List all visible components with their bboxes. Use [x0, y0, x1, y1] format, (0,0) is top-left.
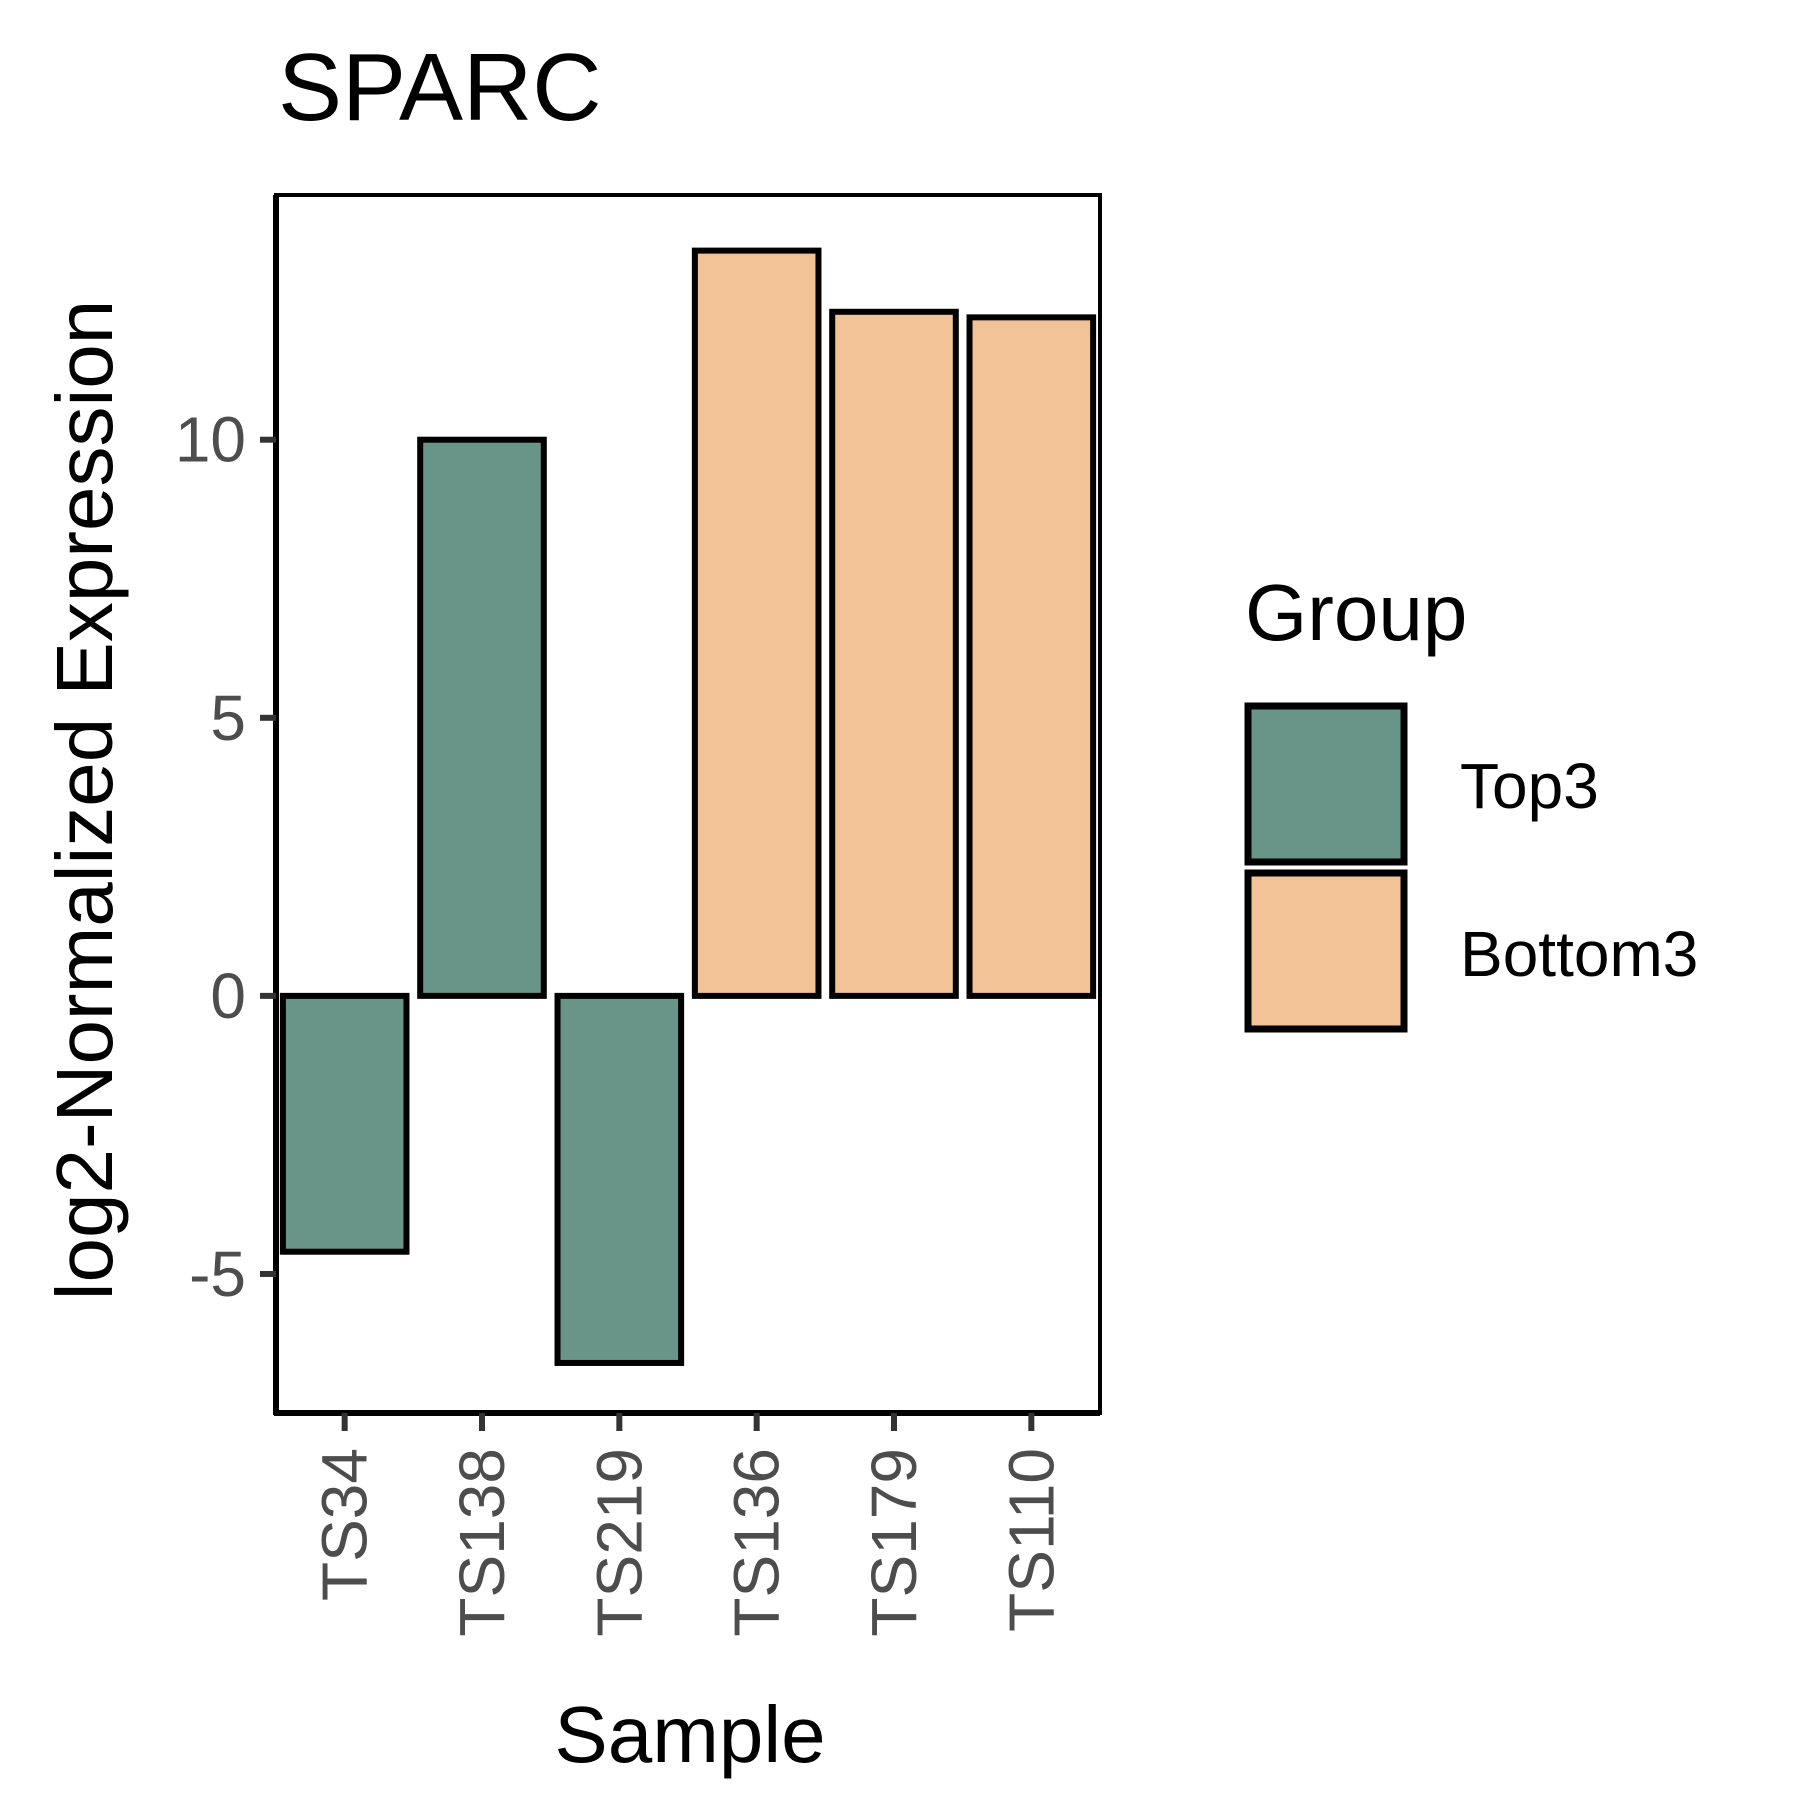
bar-ts179	[829, 308, 959, 999]
x-axis-title: Sample	[554, 1690, 825, 1779]
y-axis-title: log2-Normalized Expression	[40, 300, 129, 1300]
legend-title: Group	[1245, 568, 1467, 657]
y-tick-label: -5	[189, 1238, 246, 1310]
bar-ts34	[279, 992, 410, 1255]
chart-title: SPARC	[278, 34, 602, 141]
x-tick-label: TS136	[721, 1448, 793, 1637]
y-tick-label: 5	[210, 682, 246, 754]
y-tick-label: 0	[210, 960, 246, 1032]
x-tick-label: TS34	[309, 1448, 381, 1601]
bar-ts136	[691, 247, 822, 999]
x-axis: TS34 TS138 TS219 TS136 TS179 TS110	[274, 1410, 1100, 1637]
x-tick-label: TS110	[995, 1448, 1067, 1632]
x-tick-label: TS138	[446, 1448, 518, 1637]
legend-label-top3: Top3	[1460, 750, 1599, 822]
legend-swatch-bottom3	[1244, 869, 1408, 1033]
bars-layer	[279, 247, 1097, 1366]
bar-ts110	[966, 314, 1097, 999]
legend: Group Top3 Bottom3	[1244, 568, 1698, 1033]
y-tick-label: 10	[175, 404, 246, 476]
legend-swatch-top3	[1244, 702, 1408, 866]
legend-label-bottom3: Bottom3	[1460, 918, 1698, 990]
y-axis: -5 0 5 10	[175, 195, 279, 1415]
bar-ts219	[554, 992, 685, 1366]
bar-ts138	[417, 436, 547, 999]
x-tick-label: TS219	[583, 1448, 655, 1637]
x-tick-label: TS179	[858, 1448, 930, 1637]
